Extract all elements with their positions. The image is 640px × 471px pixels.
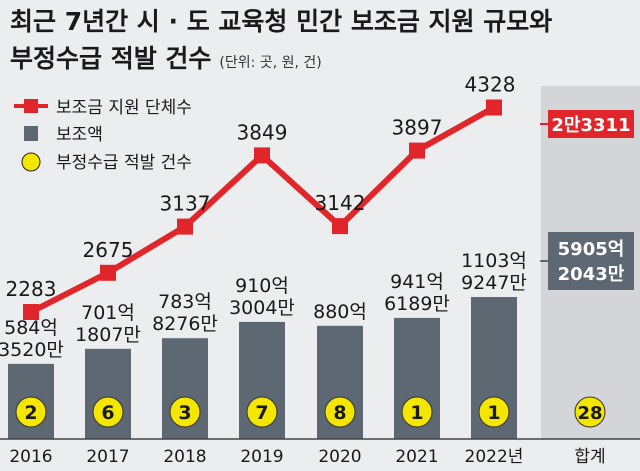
line-value-label: 3137 (160, 192, 211, 216)
line-series: 2283 2675 3137 3849 3142 3897 4328 (6, 73, 516, 320)
line-value-label: 4328 (465, 73, 516, 97)
x-tick-label-total: 합계 (574, 447, 605, 467)
total-bar-value: 5905억 (558, 239, 625, 260)
x-axis-labels: 2016 2017 2018 2019 2020 2021 2022년 합계 (9, 447, 605, 467)
bar-value-label: 1807만 (75, 324, 141, 346)
legend: 보조금 지원 단체수 보조액 부정수급 적발 건수 (14, 98, 192, 173)
count-label: 1 (410, 402, 423, 424)
line-marker (177, 218, 193, 235)
line-marker (23, 304, 39, 320)
x-tick-label: 2017 (86, 447, 129, 467)
count-circle (169, 396, 201, 428)
line-value-label: 2283 (6, 277, 57, 301)
total-line-value: 2만3311 (551, 115, 630, 136)
bar-value-label: 910억 (235, 275, 289, 297)
bar-value-label: 941억 (390, 271, 444, 293)
bar-value-label: 783억 (158, 291, 212, 313)
total-values: 2만3311 5905억 2043만 28 (540, 110, 634, 428)
count-label: 3 (178, 402, 191, 424)
count-label: 7 (255, 402, 268, 424)
chart-title-line1: 최근 7년간 시 · 도 교육청 민간 보조금 지원 규모와 (10, 7, 553, 36)
bar-value-label: 701억 (81, 302, 135, 324)
total-count-label: 28 (577, 403, 602, 424)
x-tick-label: 2019 (240, 447, 283, 467)
line-value-label: 3142 (315, 191, 366, 215)
chart-title-line2: 부정수급 적발 건수 (단위: 곳, 원, 건) (10, 39, 322, 75)
line-marker (100, 264, 116, 281)
line-marker (332, 218, 348, 235)
bar-value-label: 584억 (4, 317, 58, 339)
line-value-label: 2675 (83, 238, 134, 262)
bar-value-label: 880억 (313, 301, 367, 323)
count-label: 8 (333, 402, 346, 424)
legend-line-marker (24, 99, 38, 113)
line-marker (254, 147, 270, 164)
x-tick-label: 2016 (9, 447, 52, 467)
x-tick-label: 2020 (318, 447, 361, 467)
bar-value-label: 9247만 (461, 272, 527, 294)
count-label: 2 (24, 402, 37, 424)
chart-title-line2-text: 부정수급 적발 건수 (10, 44, 212, 73)
count-circle (478, 396, 510, 428)
x-tick-label: 2022년 (465, 447, 524, 467)
unit-note: (단위: 곳, 원, 건) (219, 55, 322, 71)
line-marker (409, 142, 425, 159)
x-tick-label: 2021 (395, 447, 438, 467)
count-label: 1 (487, 402, 500, 424)
bar-value-label: 1103억 (461, 250, 527, 272)
total-count-circle (574, 396, 606, 428)
line-value-label: 3849 (237, 120, 288, 144)
bar-value-label: 3004만 (229, 297, 295, 319)
total-bar-value: 2043만 (558, 264, 625, 285)
line-marker (486, 99, 502, 116)
bar-value-label: 6189만 (384, 293, 450, 315)
line-value-label: 3897 (392, 116, 443, 140)
bar-value-label: 3520만 (0, 339, 64, 361)
x-tick-label: 2018 (163, 447, 206, 467)
count-circles: 2 6 3 7 8 1 1 (15, 396, 510, 428)
count-circle (246, 396, 278, 428)
count-circle (401, 396, 433, 428)
legend-label-line: 보조금 지원 단체수 (56, 98, 192, 118)
count-circle (92, 396, 124, 428)
count-label: 6 (101, 402, 114, 424)
count-circle (324, 396, 356, 428)
total-line-box (548, 110, 634, 138)
legend-bar-symbol (24, 126, 38, 141)
count-circle (15, 396, 47, 428)
bar-value-label: 8276만 (152, 313, 218, 335)
total-bar-box (548, 232, 634, 290)
legend-label-bar: 보조액 (56, 125, 103, 145)
legend-circle-symbol (21, 152, 41, 172)
legend-label-circle: 부정수급 적발 건수 (56, 153, 192, 173)
